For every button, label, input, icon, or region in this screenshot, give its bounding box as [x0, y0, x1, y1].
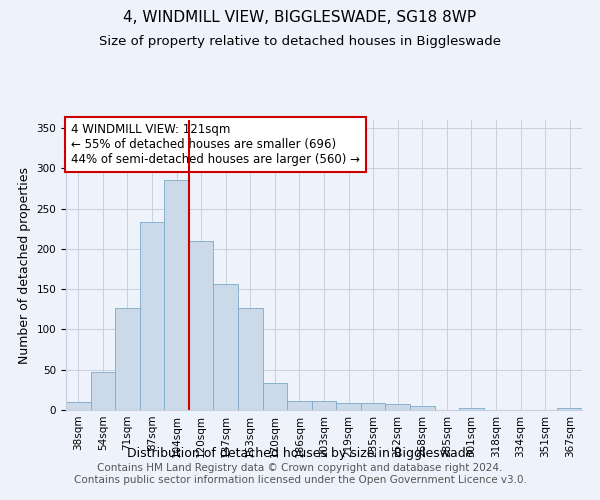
Bar: [164, 180, 189, 410]
Text: 4, WINDMILL VIEW, BIGGLESWADE, SG18 8WP: 4, WINDMILL VIEW, BIGGLESWADE, SG18 8WP: [124, 10, 476, 25]
Bar: [214, 284, 238, 410]
Text: Contains HM Land Registry data © Crown copyright and database right 2024.
Contai: Contains HM Land Registry data © Crown c…: [74, 464, 526, 485]
Bar: [66, 402, 91, 410]
Bar: [287, 401, 312, 410]
Bar: [140, 222, 164, 410]
Bar: [189, 241, 214, 410]
Text: Distribution of detached houses by size in Biggleswade: Distribution of detached houses by size …: [127, 448, 473, 460]
Text: Size of property relative to detached houses in Biggleswade: Size of property relative to detached ho…: [99, 35, 501, 48]
Text: 4 WINDMILL VIEW: 121sqm
← 55% of detached houses are smaller (696)
44% of semi-d: 4 WINDMILL VIEW: 121sqm ← 55% of detache…: [71, 123, 360, 166]
Bar: [336, 403, 361, 410]
Bar: [312, 401, 336, 410]
Bar: [361, 403, 385, 410]
Bar: [459, 408, 484, 410]
Bar: [238, 308, 263, 410]
Bar: [263, 384, 287, 410]
Bar: [91, 372, 115, 410]
Bar: [115, 308, 140, 410]
Bar: [557, 408, 582, 410]
Y-axis label: Number of detached properties: Number of detached properties: [18, 166, 31, 364]
Bar: [410, 406, 434, 410]
Bar: [385, 404, 410, 410]
